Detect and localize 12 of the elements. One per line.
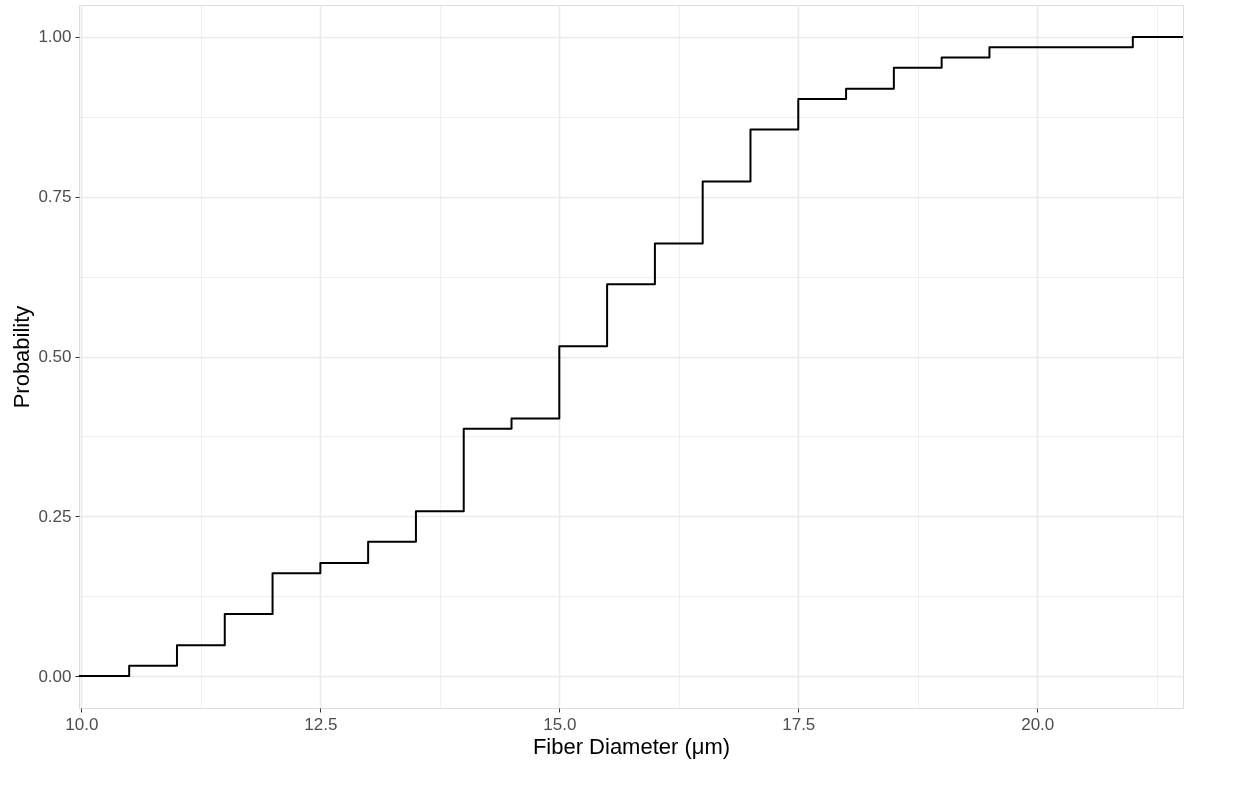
y-tick-label: 0.75 xyxy=(38,187,72,207)
x-tick-label: 20.0 xyxy=(1021,714,1055,734)
x-tick-label: 10.0 xyxy=(65,714,99,734)
y-tick-label: 0.00 xyxy=(38,666,72,686)
y-axis-title: Probability xyxy=(9,305,35,409)
y-tick-label: 0.50 xyxy=(38,347,72,366)
x-tick-label: 15.0 xyxy=(543,714,577,734)
y-tick-label: 0.25 xyxy=(38,506,72,526)
x-tick-label: 17.5 xyxy=(782,714,816,734)
y-tick-label: 1.00 xyxy=(38,27,72,47)
x-tick-label: 12.5 xyxy=(304,714,338,734)
x-axis-title: Fiber Diameter (μm) xyxy=(532,733,731,759)
